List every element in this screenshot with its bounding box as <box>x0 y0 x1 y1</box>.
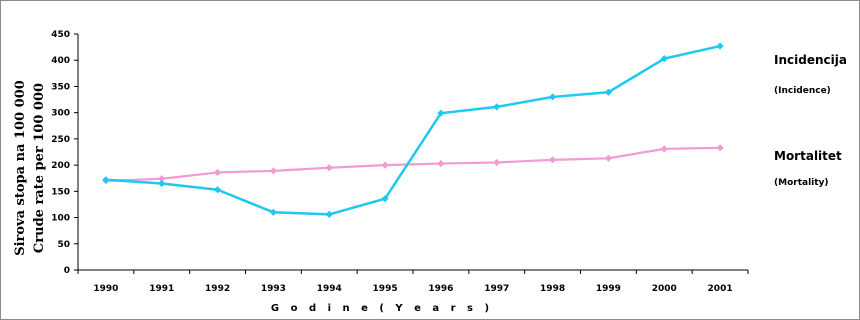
mortality-data-point <box>213 168 222 177</box>
incidence-data-point <box>437 109 445 117</box>
series-lines <box>105 44 721 216</box>
x-tick-label: 1997 <box>484 284 509 294</box>
legend-mortality-label: Mortalitet <box>774 149 842 163</box>
mortality-data-point <box>437 159 445 168</box>
incidence-data-point <box>493 103 501 111</box>
y-tick-label: 50 <box>57 240 70 250</box>
x-tick-label: 1994 <box>317 284 342 294</box>
mortality-data-point <box>660 145 668 153</box>
incidence-data-point <box>548 93 557 101</box>
y-tick-label: 300 <box>51 109 70 119</box>
incidence-data-point <box>381 195 389 203</box>
x-axis-title: G o d i n e ( Y e a r s ) <box>271 303 493 314</box>
series-points <box>102 42 724 219</box>
legend: Incidencija (Incidence) Mortalitet (Mort… <box>774 53 847 188</box>
mortality-data-point <box>158 175 166 183</box>
x-tick-label: 2001 <box>708 284 733 294</box>
x-tick-label: 2000 <box>652 284 677 294</box>
y-tick-label: 0 <box>64 266 70 276</box>
y-tick-label: 400 <box>51 56 70 66</box>
y-tick-label: 350 <box>51 82 70 92</box>
incidence-data-point <box>158 179 166 188</box>
mortality-data-point <box>548 156 557 164</box>
legend-incidence-sublabel: (Incidence) <box>774 86 831 96</box>
incidence-data-point <box>604 88 613 96</box>
incidence-data-point <box>325 210 333 219</box>
y-tick-labels: 0 50 100 150 200 250 300 350 400 450 <box>51 30 70 276</box>
x-tick-label: 1996 <box>428 284 453 294</box>
incidence-data-point <box>660 55 668 63</box>
incidence-data-point <box>102 176 110 184</box>
x-tick-label: 1995 <box>373 284 398 294</box>
mortality-series-line <box>105 146 721 182</box>
legend-mortality-sublabel: (Mortality) <box>774 178 829 188</box>
x-tick-label: 1998 <box>540 284 565 294</box>
legend-incidence-label: Incidencija <box>774 53 847 67</box>
mortality-data-point <box>381 161 389 169</box>
y-tick-label: 250 <box>51 135 70 145</box>
y-tick-label: 100 <box>51 214 70 224</box>
mortality-data-point <box>493 158 501 167</box>
mortality-data-point <box>269 167 278 175</box>
incidence-data-point <box>269 208 278 216</box>
x-tick-label: 1993 <box>261 284 286 294</box>
x-tick-label: 1991 <box>149 284 174 294</box>
y-axis-title-line2: Crude rate per 100 000 <box>32 83 47 253</box>
incidence-data-point <box>213 186 222 194</box>
y-axis-title-line1: Sirova stopa na 100 000 <box>13 80 28 256</box>
incidence-series-line <box>105 44 721 216</box>
x-tick-label: 1992 <box>205 284 230 294</box>
mortality-data-point <box>604 154 613 162</box>
mortality-data-point <box>325 164 333 172</box>
y-tick-label: 200 <box>51 161 70 171</box>
x-tick-label: 1999 <box>596 284 621 294</box>
axes <box>74 33 749 274</box>
x-tick-label: 1990 <box>93 284 118 294</box>
y-tick-label: 150 <box>51 187 70 197</box>
x-tick-labels: 1990 1991 1992 1993 1994 1995 1996 1997 1998 1999… <box>93 284 732 294</box>
y-tick-label: 450 <box>51 30 70 40</box>
mortality-data-point <box>716 144 724 152</box>
incidence-data-point <box>716 42 724 50</box>
